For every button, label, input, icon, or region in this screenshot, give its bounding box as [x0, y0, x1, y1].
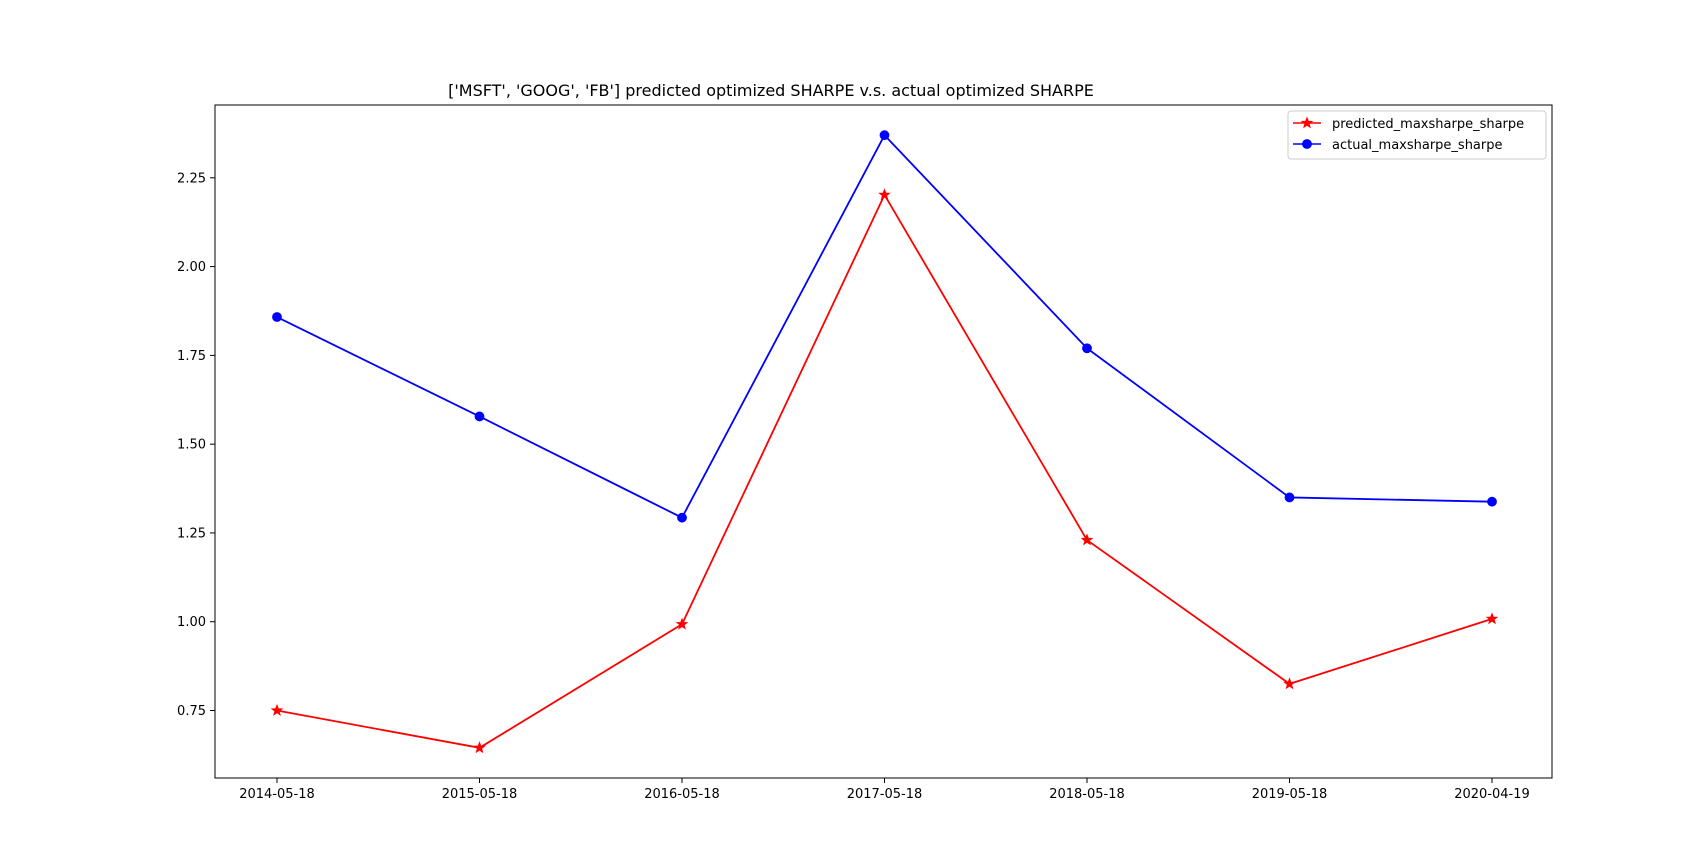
data-point — [878, 188, 891, 201]
legend-label-actual: actual_maxsharpe_sharpe — [1332, 138, 1503, 153]
x-tick-label: 2019-05-18 — [1252, 787, 1328, 802]
y-tick-label: 1.25 — [177, 526, 206, 541]
y-tick-label: 0.75 — [177, 704, 206, 719]
legend-entry-predicted: predicted_maxsharpe_sharpe — [1293, 116, 1524, 132]
series-layer — [270, 130, 1499, 754]
data-point — [1283, 677, 1296, 690]
data-point — [677, 512, 687, 523]
chart-title: ['MSFT', 'GOOG', 'FB'] predicted optimiz… — [448, 81, 1094, 100]
data-point — [473, 741, 486, 754]
data-point — [1485, 612, 1499, 625]
y-tick-label: 1.50 — [177, 438, 206, 453]
data-point — [270, 703, 284, 716]
legend-box — [1287, 110, 1547, 160]
x-tick-label: 2020-04-19 — [1454, 787, 1530, 802]
data-point — [474, 411, 485, 422]
y-axis: 0.75 1.00 1.25 1.50 1.75 2.00 2.25 — [177, 171, 215, 719]
data-point — [1487, 496, 1497, 507]
y-tick-label: 1.75 — [177, 349, 206, 364]
data-point — [1082, 343, 1092, 354]
y-tick-label: 2.00 — [177, 260, 206, 275]
x-tick-label: 2014-05-18 — [239, 787, 315, 802]
legend-entry-actual: actual_maxsharpe_sharpe — [1293, 138, 1503, 153]
legend-marker-shape — [1302, 139, 1312, 149]
data-point — [879, 130, 890, 141]
y-tick-label: 2.25 — [177, 171, 206, 186]
y-tick-label: 1.00 — [177, 615, 206, 630]
x-tick-label: 2018-05-18 — [1049, 787, 1125, 802]
data-point — [1284, 492, 1295, 503]
data-point — [272, 312, 282, 322]
data-point — [1080, 533, 1094, 546]
data-point — [675, 617, 689, 630]
legend-marker-actual — [1302, 139, 1312, 149]
x-axis: 2014-05-18 2015-05-18 2016-05-18 2017-05-18… — [239, 778, 1530, 802]
legend-marker-predicted — [1300, 116, 1314, 129]
legend-label-predicted: predicted_maxsharpe_sharpe — [1332, 117, 1524, 132]
plot-area — [214, 104, 1553, 779]
series-predicted — [270, 188, 1499, 754]
x-tick-label: 2016-05-18 — [644, 787, 720, 802]
x-tick-label: 2015-05-18 — [442, 787, 518, 802]
series-actual — [272, 130, 1497, 523]
legend-marker-shape — [1300, 116, 1314, 129]
x-tick-label: 2017-05-18 — [847, 787, 923, 802]
legend: predicted_maxsharpe_sharpe actual_maxsha… — [1287, 110, 1547, 160]
